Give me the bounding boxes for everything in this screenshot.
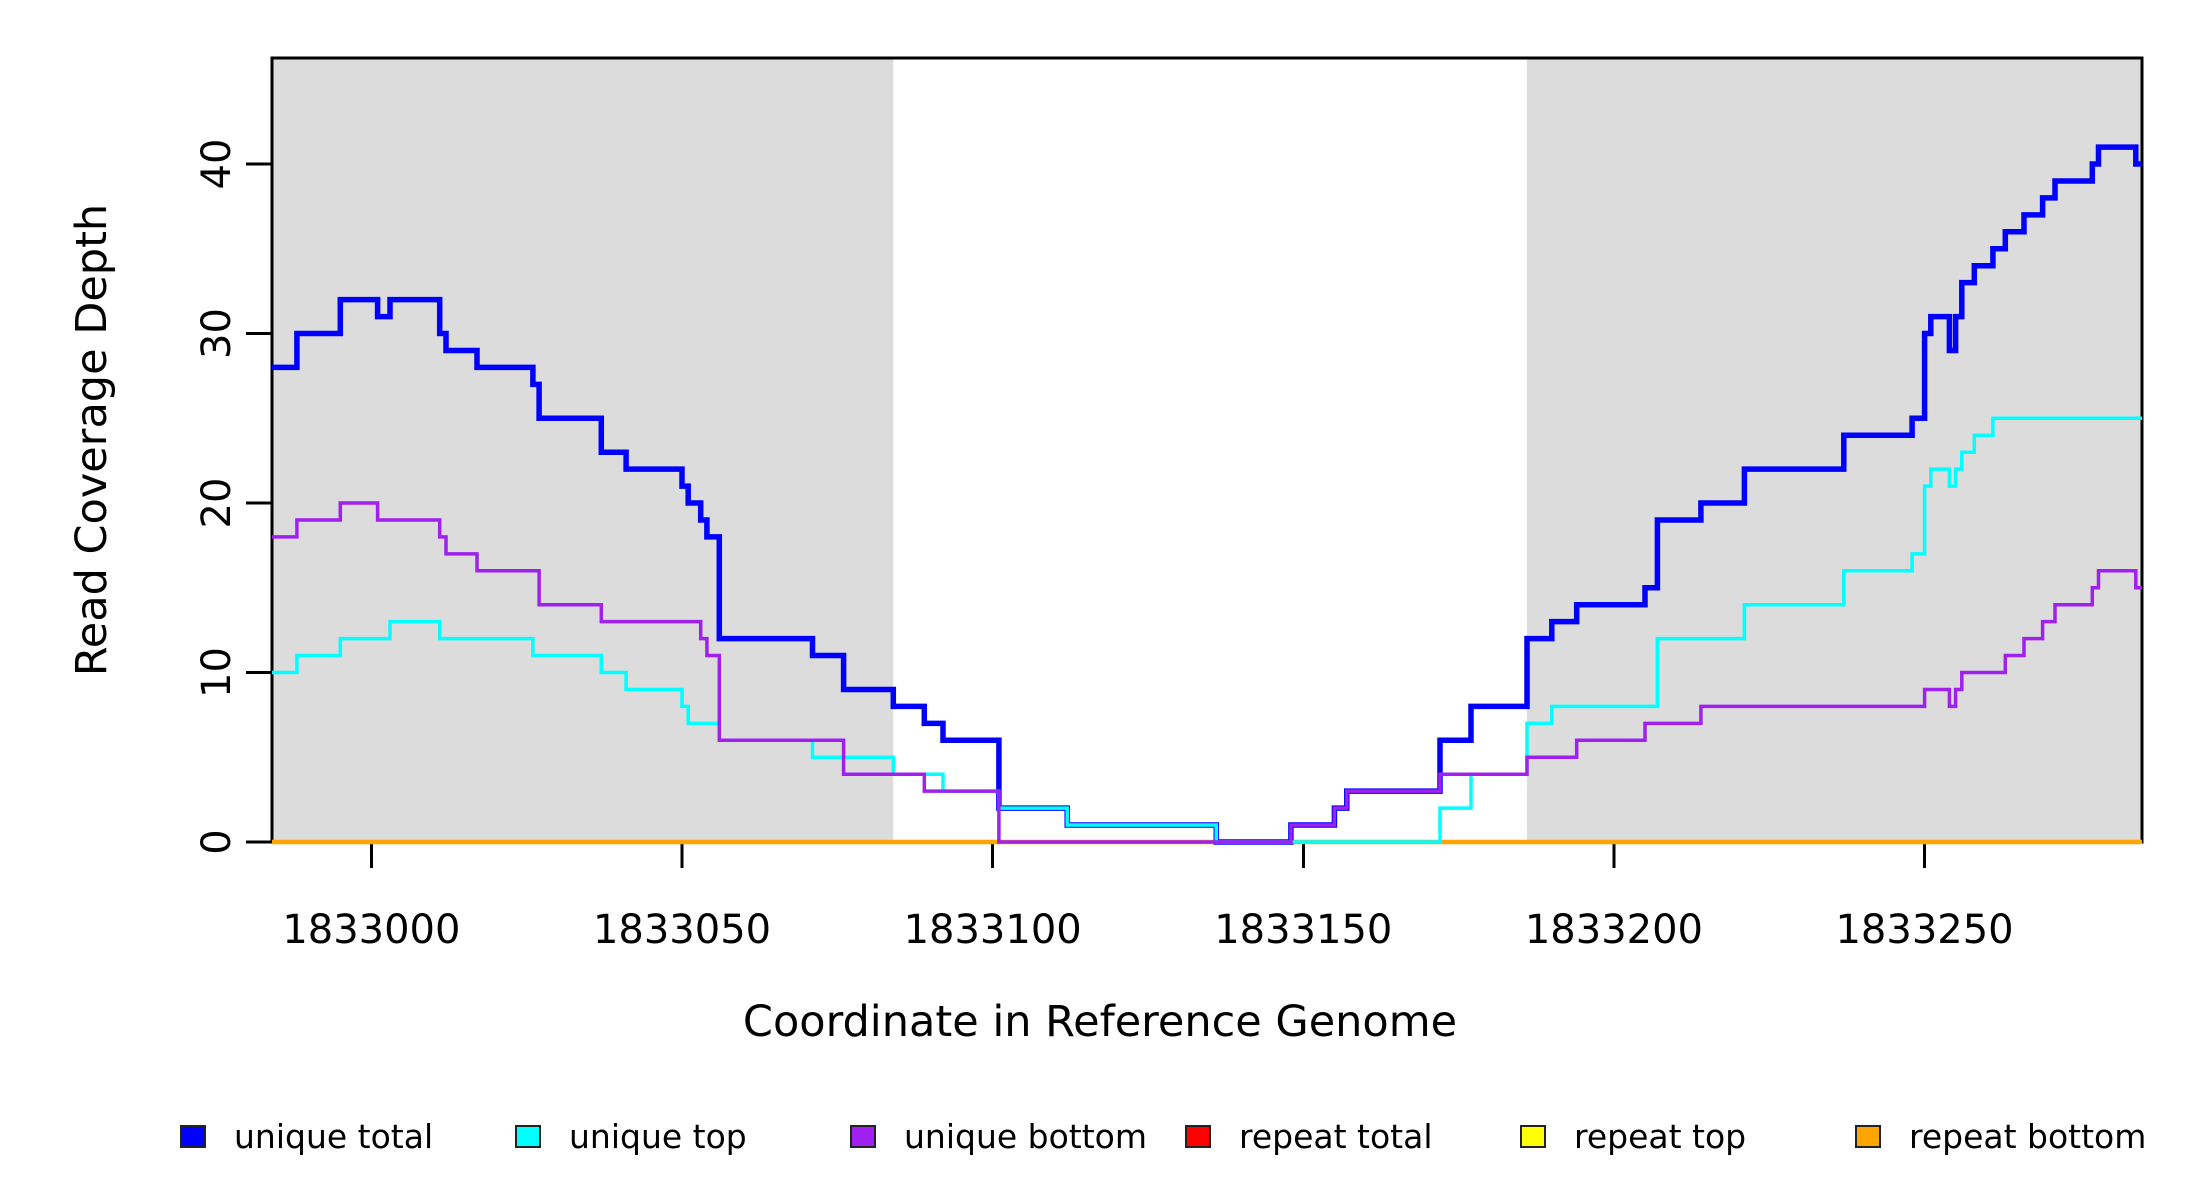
x-tick-label: 1833250	[1835, 907, 2013, 953]
left-flank-band	[272, 58, 894, 842]
y-tick-label: 10	[194, 647, 240, 698]
x-axis-title: Coordinate in Reference Genome	[742, 997, 1458, 1047]
right-flank-band	[1526, 58, 2142, 842]
series-line-unique-bottom	[272, 501, 2142, 844]
y-tick-label: 30	[194, 308, 240, 359]
series-line-unique-top	[272, 416, 2142, 844]
x-tick-label: 1833050	[593, 907, 771, 953]
y-tick-label: 0	[194, 829, 240, 854]
y-axis-title: Read Coverage Depth	[67, 203, 117, 677]
y-tick-label: 20	[194, 478, 240, 529]
x-tick-label: 1833100	[904, 907, 1082, 953]
x-tick-label: 1833150	[1214, 907, 1392, 953]
y-tick-label: 40	[194, 139, 240, 190]
x-tick-label: 1833000	[282, 907, 460, 953]
x-tick-label: 1833200	[1525, 907, 1703, 953]
